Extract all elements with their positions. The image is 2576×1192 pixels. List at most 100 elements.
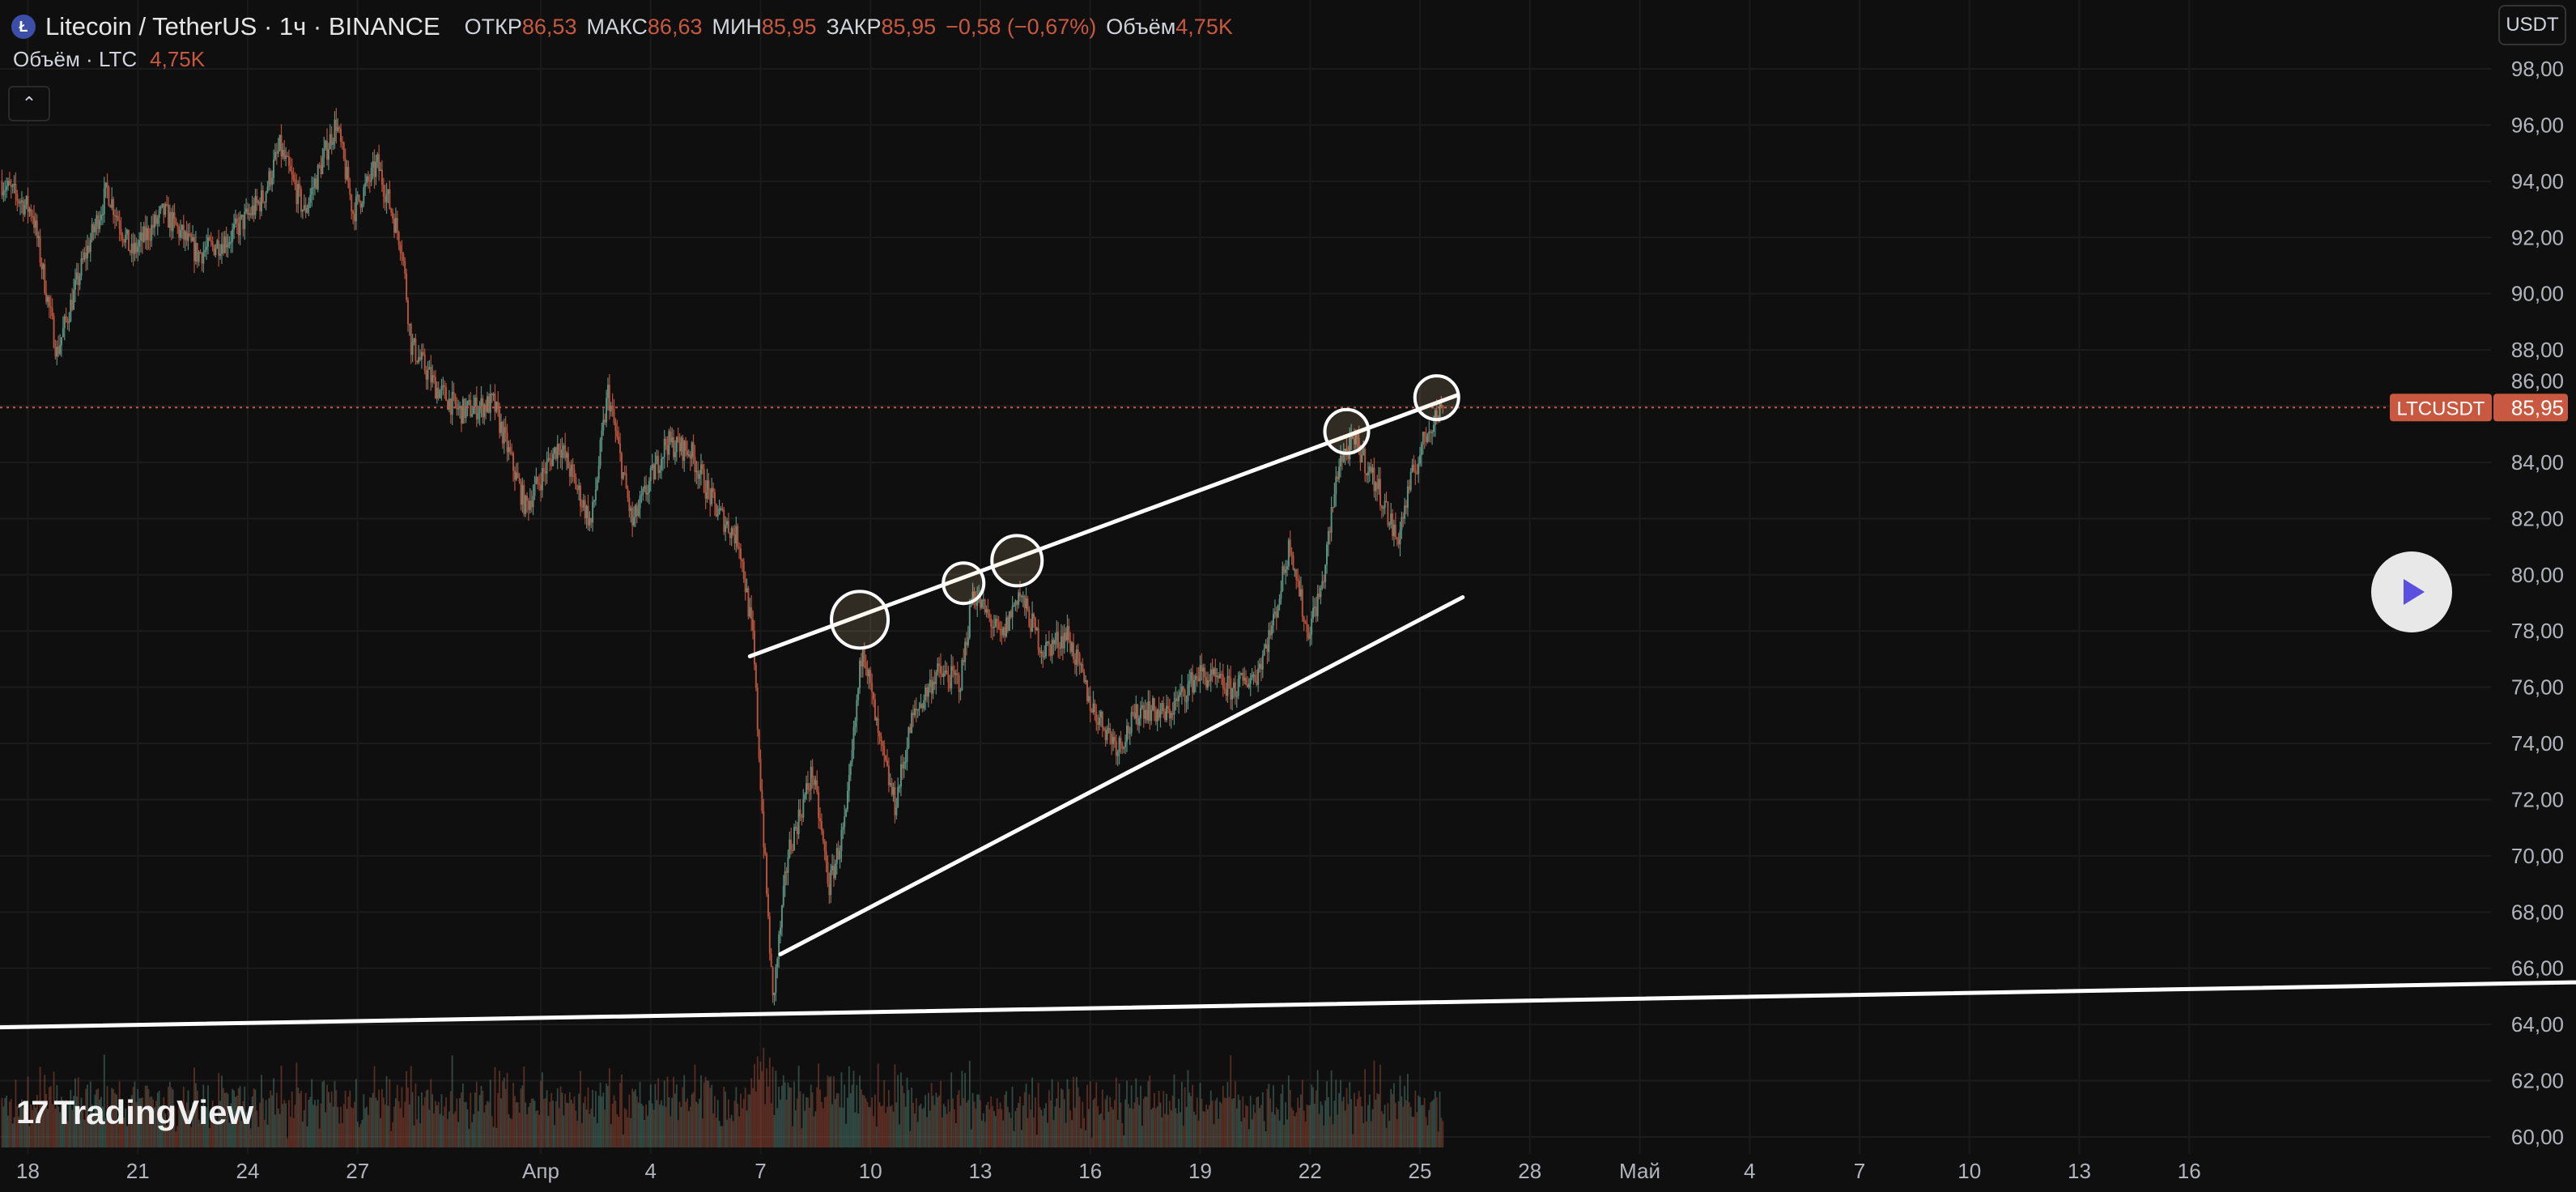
symbol-title[interactable]: Litecoin / TetherUS · 1ч · BINANCE <box>45 12 440 40</box>
candle <box>419 349 422 362</box>
volume-bar <box>471 1122 474 1147</box>
candle-body <box>132 243 134 254</box>
candle <box>618 426 620 445</box>
candle-body <box>1440 404 1443 407</box>
candle <box>1416 463 1418 475</box>
trend-line[interactable] <box>778 595 1465 956</box>
candle <box>1257 660 1260 692</box>
tradingview-logo[interactable]: 17 TradingView <box>16 1093 253 1132</box>
candle-body <box>942 672 945 677</box>
candle-body <box>1286 566 1288 569</box>
candle <box>794 820 797 831</box>
volume-bar <box>207 1085 209 1147</box>
candle <box>956 662 959 684</box>
volume-bar <box>448 1111 450 1147</box>
candle <box>614 418 617 443</box>
candle-body <box>1161 703 1163 711</box>
volume-bar <box>27 1076 29 1147</box>
candle-body <box>1371 467 1374 473</box>
volume-bar <box>408 1104 410 1147</box>
trend-line[interactable] <box>747 393 1460 658</box>
circle-marker[interactable] <box>1323 407 1371 455</box>
volume-bar <box>837 1093 840 1147</box>
volume-bar <box>463 1101 465 1147</box>
candle <box>1261 650 1264 679</box>
candle-body <box>138 240 141 247</box>
circle-marker[interactable] <box>942 561 986 606</box>
candle <box>630 505 632 523</box>
volume-bar <box>833 1075 835 1147</box>
volume-legend[interactable]: Объём · LTC 4,75K <box>13 47 205 72</box>
circle-marker[interactable] <box>990 534 1044 588</box>
candle-body <box>225 236 227 248</box>
candle <box>1106 725 1108 744</box>
candle-body <box>521 485 524 505</box>
circle-marker[interactable] <box>830 590 891 650</box>
volume-bar <box>332 1106 334 1147</box>
candle-body <box>704 492 707 499</box>
currency-button[interactable]: USDT <box>2498 5 2566 45</box>
volume-bar <box>1166 1093 1167 1147</box>
volume-bar <box>1354 1092 1355 1147</box>
candle-body <box>1137 704 1139 726</box>
candle <box>487 391 489 414</box>
candle-body <box>96 215 98 226</box>
candle-body <box>946 670 948 675</box>
circle-marker[interactable] <box>1413 374 1460 422</box>
candle <box>820 813 823 836</box>
volume-bar <box>1283 1125 1286 1147</box>
volume-bar <box>735 1087 738 1147</box>
volume-bar <box>847 1097 848 1147</box>
candle-body <box>1325 544 1328 565</box>
volume-bar <box>661 1105 664 1147</box>
candle <box>687 440 688 459</box>
volume-bar <box>1431 1100 1433 1147</box>
trend-line[interactable] <box>0 980 2576 1030</box>
candle-body <box>318 164 321 167</box>
candle-body <box>604 419 606 423</box>
volume-bar <box>1033 1118 1035 1147</box>
candle <box>22 197 24 222</box>
volume-bar <box>182 1087 185 1147</box>
volume-bar <box>83 1119 86 1147</box>
volume-bar <box>445 1097 448 1147</box>
candle <box>1378 466 1380 496</box>
candle-body <box>811 766 814 778</box>
candle-body <box>16 194 19 201</box>
replay-button[interactable] <box>2371 551 2452 632</box>
candle-body <box>921 704 924 709</box>
candle-body <box>1171 713 1174 715</box>
volume-bar <box>749 1094 751 1147</box>
symbol-legend[interactable]: Ł Litecoin / TetherUS · 1ч · BINANCE ОТК… <box>11 8 1233 45</box>
candle <box>580 482 582 517</box>
candle <box>223 231 226 254</box>
candle-body <box>295 185 298 204</box>
collapse-legend-button[interactable]: ⌃ <box>8 86 50 121</box>
candle <box>384 184 386 211</box>
volume-bar <box>616 1114 618 1147</box>
volume-bar <box>201 1114 203 1147</box>
candle <box>482 394 484 424</box>
candle <box>1219 662 1222 679</box>
volume-bar <box>1249 1096 1252 1147</box>
volume-bar <box>1303 1110 1305 1147</box>
candle <box>1005 611 1008 638</box>
candle <box>685 436 687 457</box>
volume-bar <box>1257 1096 1260 1147</box>
candle <box>1083 668 1086 684</box>
candle-body <box>378 154 380 172</box>
candle <box>941 666 943 678</box>
volume-bar <box>1035 1135 1038 1147</box>
candle-body <box>115 215 117 218</box>
candle <box>1401 511 1403 539</box>
volume-bar <box>1387 1102 1389 1147</box>
candle <box>1054 632 1056 651</box>
candle <box>1323 574 1325 589</box>
candle <box>1173 692 1175 726</box>
candle-body <box>1182 686 1184 691</box>
candle-body <box>446 400 448 410</box>
volume-bar <box>1273 1114 1276 1147</box>
volume-bar <box>1326 1081 1328 1147</box>
volume-bar <box>1219 1101 1221 1147</box>
